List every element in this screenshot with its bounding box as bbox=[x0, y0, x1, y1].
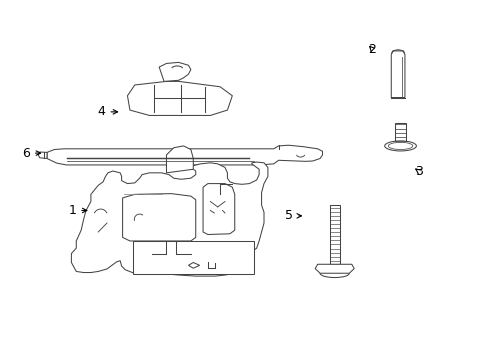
Text: 1: 1 bbox=[68, 204, 87, 217]
Polygon shape bbox=[159, 62, 190, 81]
Text: 3: 3 bbox=[414, 165, 422, 177]
Polygon shape bbox=[188, 262, 199, 268]
Polygon shape bbox=[315, 264, 353, 273]
Polygon shape bbox=[47, 145, 322, 165]
Polygon shape bbox=[127, 81, 232, 116]
Polygon shape bbox=[390, 51, 404, 98]
Text: 6: 6 bbox=[22, 147, 41, 159]
Polygon shape bbox=[133, 241, 254, 274]
Polygon shape bbox=[166, 146, 193, 173]
Ellipse shape bbox=[387, 142, 412, 149]
Polygon shape bbox=[38, 152, 47, 158]
Text: 2: 2 bbox=[367, 42, 375, 55]
Ellipse shape bbox=[384, 141, 415, 151]
Polygon shape bbox=[71, 162, 267, 276]
Polygon shape bbox=[394, 123, 405, 144]
Polygon shape bbox=[329, 205, 339, 264]
Polygon shape bbox=[203, 184, 234, 234]
Polygon shape bbox=[122, 194, 195, 241]
Text: 5: 5 bbox=[285, 210, 301, 222]
Text: 4: 4 bbox=[98, 105, 117, 118]
